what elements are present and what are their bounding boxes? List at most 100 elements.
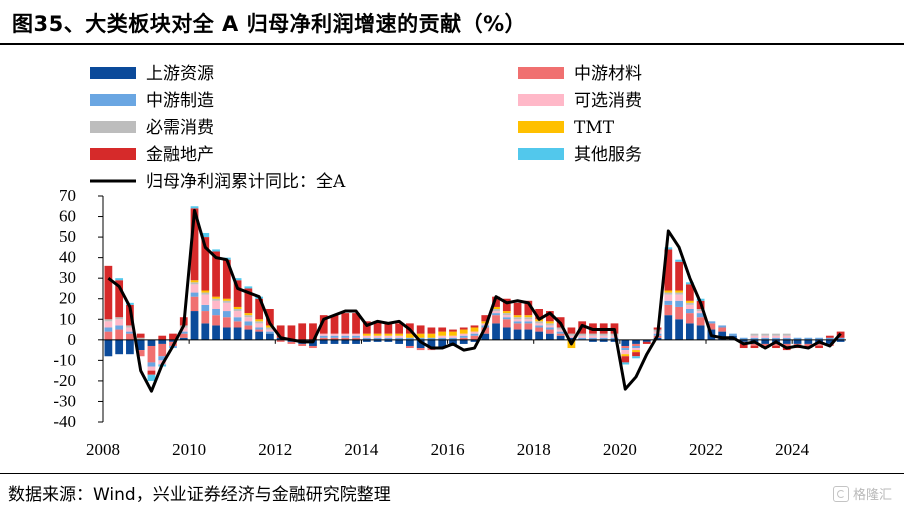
y-tick-label: 40: [59, 248, 76, 267]
bar-optional-2019Q1: [578, 335, 587, 338]
bar-midmfg-2013Q2: [330, 335, 339, 338]
bar-midmfg-2014Q2: [373, 337, 382, 340]
bar-midmfg-2019Q2: [589, 337, 597, 340]
bar-others-2020Q1: [621, 362, 630, 365]
source-rule: [0, 473, 904, 474]
bar-necessary-2023Q1: [750, 333, 759, 336]
bar-upstream-2008Q3: [126, 339, 134, 355]
bar-tmt-2021Q3: [685, 300, 694, 303]
legend-swatch-upstream: [90, 67, 136, 79]
bar-midmat-2022Q2: [718, 327, 727, 332]
bar-midmfg-2011Q4: [266, 331, 274, 334]
bar-optional-2013Q2: [330, 333, 339, 336]
bar-others-2010Q1: [190, 206, 199, 209]
bar-tmt-2010Q3: [212, 296, 220, 299]
bar-finance-2016Q4: [481, 315, 490, 322]
bar-finance-2008Q4: [136, 333, 145, 338]
bar-tmt-2015Q2: [416, 333, 425, 338]
y-tick-label: 50: [59, 227, 76, 246]
bar-upstream-2016Q2: [459, 339, 468, 344]
bar-optional-2018Q4: [567, 335, 576, 338]
bar-upstream-2024Q2: [804, 339, 813, 344]
legend-swatch-tmt: [518, 121, 564, 133]
bar-necessary-2010Q2: [201, 292, 210, 295]
bar-upstream-2008Q1: [104, 339, 113, 357]
bar-tmt-2016Q4: [481, 321, 490, 324]
bar-upstream-2015Q3: [427, 339, 436, 349]
bar-finance-2013Q4: [352, 313, 360, 334]
bar-tmt-2017Q3: [513, 315, 522, 318]
x-tick-label: 2022: [689, 440, 723, 459]
legend-label-midmfg: 中游制造: [146, 91, 214, 111]
bar-necessary-2023Q4: [782, 333, 791, 336]
bar-midmat-2024Q2: [804, 343, 813, 346]
bar-upstream-2015Q1: [406, 339, 414, 346]
bar-optional-2013Q3: [341, 333, 350, 336]
bar-midmat-2024Q3: [815, 343, 823, 346]
bar-midmat-2012Q4: [309, 345, 317, 349]
bar-upstream-2013Q2: [330, 339, 339, 344]
bar-finance-2021Q1: [664, 249, 673, 291]
bar-upstream-2017Q3: [513, 329, 522, 340]
bar-tmt-2016Q2: [459, 329, 468, 334]
bar-optional-2023Q1: [750, 335, 759, 338]
bar-midmfg-2010Q2: [201, 304, 210, 312]
bar-tmt-2018Q2: [546, 321, 554, 324]
bar-finance-2008Q2: [115, 280, 124, 318]
bar-necessary-2018Q1: [535, 321, 543, 324]
y-tick-label: -10: [53, 350, 76, 369]
legend-swatch-midmfg: [90, 94, 136, 106]
y-tick-label: 20: [59, 289, 76, 308]
bar-necessary-2023Q3: [772, 333, 780, 336]
bar-midmat-2013Q3: [341, 337, 350, 340]
bar-optional-2011Q4: [266, 329, 274, 332]
bar-optional-2019Q2: [589, 335, 597, 338]
source-note: 数据来源：Wind，兴业证券经济与金融研究院整理: [8, 485, 391, 505]
legend-label-necessary: 必需消费: [146, 118, 214, 138]
bar-midmfg-2010Q1: [190, 292, 199, 297]
bar-optional-2020Q1: [621, 350, 630, 355]
bar-optional-2011Q1: [233, 311, 242, 318]
bar-upstream-2023Q2: [761, 339, 770, 344]
bar-upstream-2011Q3: [255, 331, 264, 340]
bar-upstream-2016Q3: [470, 339, 479, 342]
bar-midmat-2011Q1: [233, 321, 242, 328]
y-tick-label: 0: [68, 330, 77, 349]
bar-optional-2017Q1: [492, 311, 500, 314]
bar-finance-2013Q2: [330, 315, 339, 334]
bar-upstream-2021Q1: [664, 315, 673, 340]
bar-finance-2020Q2: [632, 352, 640, 357]
bar-optional-2018Q1: [535, 323, 543, 326]
bar-upstream-2009Q2: [158, 339, 167, 344]
bar-tmt-2016Q1: [449, 331, 457, 336]
bar-tmt-2017Q4: [524, 315, 533, 318]
bar-midmat-2009Q2: [158, 343, 167, 357]
bar-tmt-2011Q3: [255, 319, 264, 322]
bar-necessary-2010Q1: [190, 282, 199, 285]
bar-upstream-2010Q3: [212, 325, 220, 340]
bar-midmfg-2014Q1: [362, 337, 371, 340]
bar-finance-2022Q4: [739, 343, 748, 349]
bar-midmfg-2014Q4: [395, 337, 403, 340]
x-tick-label: 2020: [603, 440, 637, 459]
legend-label-total: 归母净利润累计同比：全A: [146, 172, 346, 192]
bar-finance-2020Q3: [642, 341, 651, 344]
bar-upstream-2018Q4: [567, 337, 576, 340]
bar-optional-2013Q1: [319, 333, 328, 336]
bar-midmfg-2008Q3: [126, 331, 134, 334]
bar-tmt-2017Q2: [502, 311, 511, 314]
bar-midmat-2010Q4: [222, 317, 231, 328]
bar-tmt-2017Q1: [492, 306, 500, 309]
bar-upstream-2015Q4: [438, 339, 447, 349]
bar-midmat-2010Q1: [190, 296, 199, 312]
bar-optional-2021Q2: [675, 294, 683, 301]
bar-tmt-2010Q4: [222, 298, 231, 301]
bar-optional-2018Q2: [546, 325, 554, 328]
bar-midmfg-2023Q4: [782, 337, 791, 340]
bar-upstream-2018Q2: [546, 333, 554, 340]
bar-midmfg-2022Q1: [707, 321, 716, 324]
bar-midmat-2015Q2: [416, 348, 425, 351]
bar-finance-2017Q3: [513, 302, 522, 316]
bar-series: [104, 206, 845, 381]
